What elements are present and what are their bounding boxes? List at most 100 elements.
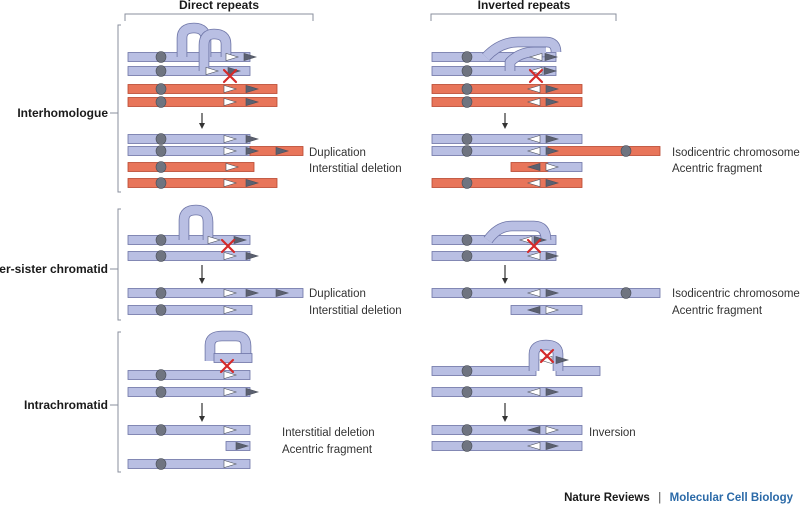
repeat-marker-open (526, 288, 541, 298)
centromere (461, 145, 473, 157)
centromere (155, 96, 167, 108)
repeat-marker-dark (245, 178, 260, 188)
centromere (155, 458, 167, 470)
row-label-interhomologue: Interhomologue (17, 106, 108, 120)
repeat-marker-dark (275, 146, 290, 156)
repeat-marker-dark (545, 387, 560, 397)
repeat-marker-open (545, 305, 560, 315)
chromatid-drawings (127, 22, 661, 470)
centromere (461, 386, 473, 398)
outcome-label-interhomologue-direct-2: Interstitial deletion (309, 163, 402, 175)
repeat-marker-dark (545, 288, 560, 298)
chromatid (127, 305, 253, 315)
repeat-marker-open (526, 387, 541, 397)
centromere (155, 145, 167, 157)
chromatid-homologue (547, 146, 661, 156)
repeat-marker-open (223, 288, 238, 298)
crossover-mark (539, 348, 555, 364)
repeat-marker-dark (545, 97, 560, 107)
chromatid-homologue (127, 84, 278, 94)
repeat-marker-open (223, 305, 238, 315)
repeat-marker-open (207, 235, 222, 245)
centromere (155, 133, 167, 145)
repeat-marker-dark (545, 178, 560, 188)
centromere (155, 177, 167, 189)
chromatid (431, 134, 583, 144)
centromere (461, 234, 473, 246)
repeat-marker-open (528, 52, 543, 62)
header-bracket-inverted (430, 13, 617, 21)
repeat-marker-dark (543, 66, 558, 76)
repeat-marker-dark (245, 134, 260, 144)
centromere (461, 287, 473, 299)
outcome-label-interhomologue-inverted-2: Acentric fragment (672, 163, 763, 175)
outcome-label-interhomologue-inverted-1: Isodicentric chromosome (672, 147, 800, 159)
chromatid (127, 288, 304, 298)
centromere (155, 51, 167, 63)
chromatid-homologue (127, 178, 278, 188)
repeat-marker-open (223, 425, 238, 435)
centromere (155, 369, 167, 381)
footer-publisher: Nature Reviews (564, 492, 650, 504)
repeat-marker-open (223, 251, 238, 261)
repeat-marker-dark (555, 355, 570, 365)
repeat-marker-dark (545, 84, 560, 94)
centromere (461, 177, 473, 189)
repeat-marker-dark (526, 305, 541, 315)
centromere (461, 133, 473, 145)
chromatid-loop (505, 47, 546, 71)
repeat-marker-open (526, 178, 541, 188)
outcome-label-intrachromatid-direct-1: Interstitial deletion (282, 427, 375, 439)
row-bracket-interhomologue (117, 24, 121, 193)
crossover-mark (528, 68, 544, 84)
repeat-marker-dark (545, 146, 560, 156)
repeat-marker-dark (526, 162, 541, 172)
chromatid-homologue (431, 84, 583, 94)
repeat-marker-open (225, 52, 240, 62)
chromatid (127, 459, 251, 469)
repeat-marker-open (526, 134, 541, 144)
centromere (461, 65, 473, 77)
centromere (155, 250, 167, 262)
row-intrachromatid: Intrachromatid (24, 331, 121, 473)
centromere (155, 65, 167, 77)
chromatid-homologue (431, 178, 583, 188)
repeat-marker-open (225, 162, 240, 172)
repeat-marker-open (526, 441, 541, 451)
centromere (155, 424, 167, 436)
centromere (155, 304, 167, 316)
footer-journal: Molecular Cell Biology (670, 492, 794, 504)
chromatid-loop (205, 331, 251, 361)
centromere (155, 161, 167, 173)
repeat-marker-open (223, 84, 238, 94)
row-label-inter-sister: Inter-sister chromatid (0, 262, 108, 276)
repeat-marker-dark (245, 97, 260, 107)
chromatid (127, 370, 251, 380)
crossover-mark (219, 358, 235, 374)
centromere (155, 287, 167, 299)
chromatid (431, 441, 583, 451)
crossover-mark (222, 68, 238, 84)
outcome-label-intrachromatid-inverted-1: Inversion (589, 427, 636, 439)
centromere (461, 250, 473, 262)
chromatid-loop (199, 29, 231, 71)
repeat-marker-dark (544, 52, 559, 62)
centromere (461, 424, 473, 436)
chromatid (431, 387, 583, 397)
repeat-marker-open (526, 97, 541, 107)
repeat-marker-open (223, 146, 238, 156)
repeat-marker-open (223, 459, 238, 469)
repeat-marker-open (526, 146, 541, 156)
chromatid (431, 366, 537, 376)
repeat-marker-open (545, 162, 560, 172)
chromatid (127, 425, 251, 435)
repeat-marker-open (545, 425, 560, 435)
repeat-marker-dark (545, 251, 560, 261)
centromere (155, 234, 167, 246)
row-inter-sister: Inter-sister chromatid (0, 208, 121, 321)
chromatid-homologue (127, 162, 255, 172)
chromatid-homologue (431, 97, 583, 107)
column-header-inverted: Inverted repeats (430, 0, 617, 21)
repeat-marker-dark (275, 288, 290, 298)
centromere (461, 83, 473, 95)
